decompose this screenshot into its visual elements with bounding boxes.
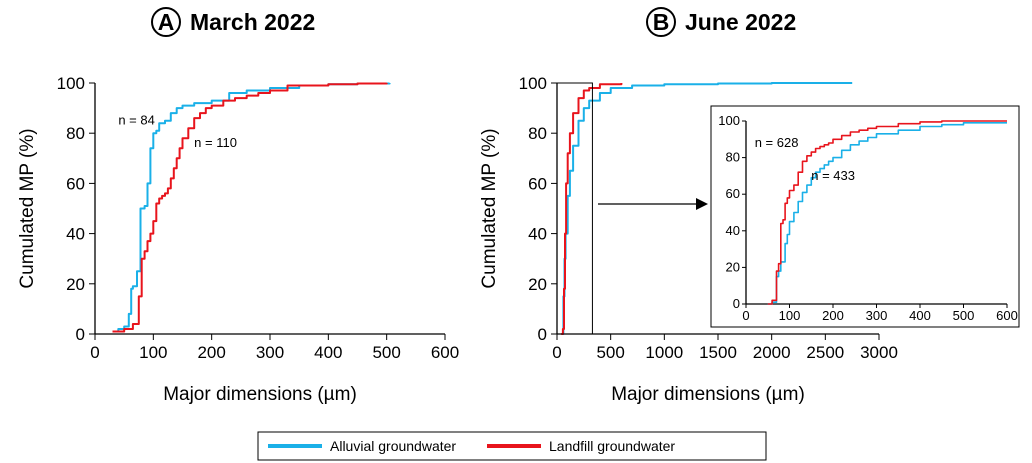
y-tick-label: 80 xyxy=(66,124,85,143)
y-tick-label: 0 xyxy=(538,325,547,344)
y-axis-label: Cumulated MP (%) xyxy=(17,128,38,288)
panel-b-title: B June 2022 xyxy=(646,7,796,37)
x-tick-label: 2000 xyxy=(753,343,791,362)
inset-frame xyxy=(710,105,1020,328)
x-tick-label: 2500 xyxy=(806,343,844,362)
series-line-alluvial xyxy=(767,122,1007,305)
y-tick-label: 20 xyxy=(726,259,740,274)
panel-a-letter: A xyxy=(158,9,175,35)
x-tick-label: 600 xyxy=(996,308,1018,323)
zoom-region-box xyxy=(556,82,593,335)
y-tick-label: 60 xyxy=(726,186,740,201)
y-tick-label: 60 xyxy=(66,174,85,193)
x-tick-label: 200 xyxy=(822,308,844,323)
y-tick-label: 100 xyxy=(519,74,547,93)
chart-b-inset: 0 100 200 300 400 500 600 0 20 40 60 80 100 n = 628 n … xyxy=(710,105,1020,328)
y-tick-label: 0 xyxy=(733,296,740,311)
x-tick-label: 3000 xyxy=(860,343,898,362)
legend: Alluvial groundwater Landfill groundwate… xyxy=(257,431,767,461)
sample-size-label: n = 628 xyxy=(755,135,799,150)
chart-a: 0 100 200 300 400 500 600 0 20 40 60 80 100 Major dim… xyxy=(17,74,459,405)
x-tick-label: 400 xyxy=(314,343,342,362)
y-tick-label: 20 xyxy=(528,275,547,294)
y-tick-label: 80 xyxy=(726,150,740,165)
x-tick-label: 200 xyxy=(197,343,225,362)
y-tick-label: 60 xyxy=(528,174,547,193)
x-tick-label: 500 xyxy=(596,343,624,362)
series-line-landfill xyxy=(112,82,388,333)
x-tick-label: 100 xyxy=(779,308,801,323)
panel-b-title-text: June 2022 xyxy=(685,9,796,35)
x-tick-label: 500 xyxy=(953,308,975,323)
sample-size-label: n = 110 xyxy=(194,135,237,150)
x-tick-label: 500 xyxy=(372,343,400,362)
y-tick-label: 40 xyxy=(66,225,85,244)
y-tick-label: 100 xyxy=(718,113,740,128)
y-tick-label: 20 xyxy=(66,275,85,294)
x-axis-label: Major dimensions (µm) xyxy=(611,384,805,405)
sample-size-label: n = 84 xyxy=(118,113,155,128)
legend-label-alluvial: Alluvial groundwater xyxy=(330,438,456,454)
panel-b-letter-circle xyxy=(646,7,676,37)
y-tick-label: 40 xyxy=(726,223,740,238)
x-tick-label: 0 xyxy=(552,343,561,362)
x-tick-label: 1500 xyxy=(699,343,737,362)
y-tick-label: 0 xyxy=(76,325,85,344)
y-tick-label: 80 xyxy=(528,124,547,143)
y-tick-label: 100 xyxy=(57,74,85,93)
y-tick-label: 40 xyxy=(528,225,547,244)
x-tick-label: 300 xyxy=(256,343,284,362)
panel-a-title: A March 2022 xyxy=(151,7,315,37)
x-tick-label: 100 xyxy=(139,343,167,362)
series-line-landfill xyxy=(767,120,1007,305)
chart-b: 0 500 1000 1500 2000 2500 3000020406080100Majo… xyxy=(479,74,898,405)
x-tick-label: 400 xyxy=(909,308,931,323)
x-tick-label: 0 xyxy=(90,343,99,362)
x-tick-label: 300 xyxy=(866,308,888,323)
zoom-arrow xyxy=(598,198,708,210)
sample-size-label: n = 433 xyxy=(811,168,855,183)
panel-b-letter: B xyxy=(653,9,670,35)
x-tick-label: 1000 xyxy=(645,343,683,362)
x-tick-label: 0 xyxy=(742,308,749,323)
panel-a-letter-circle xyxy=(151,7,181,37)
series-line-landfill xyxy=(561,83,623,335)
legend-label-landfill: Landfill groundwater xyxy=(549,438,675,454)
y-axis-label: Cumulated MP (%) xyxy=(479,128,500,288)
x-tick-label: 600 xyxy=(431,343,459,362)
x-axis-label: Major dimensions (µm) xyxy=(163,384,357,405)
panel-a-title-text: March 2022 xyxy=(190,9,315,35)
